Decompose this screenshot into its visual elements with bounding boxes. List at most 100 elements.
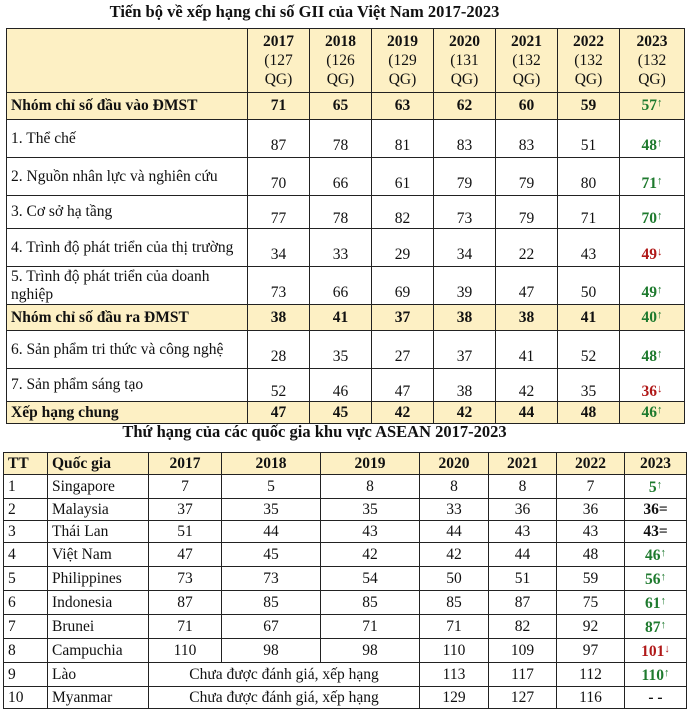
rank-cell: 38 (433, 304, 496, 331)
rank-cell: 38 (247, 304, 310, 331)
rank-cell: 92 (556, 614, 625, 639)
rank-2023-cell: 46↑ (624, 542, 687, 567)
rank-cell: 71 (320, 614, 420, 639)
rank-cell: 75 (556, 590, 625, 615)
rank-2023-value: 36 (641, 383, 658, 400)
arrow-down-icon: ↓ (657, 245, 663, 258)
country-name: Myanmar (47, 686, 149, 709)
indicator-row: 5. Trình độ phát triển của doanh nghiệp 7… (6, 266, 685, 305)
rank-cell: 51 (488, 566, 557, 591)
rank-cell: 44 (221, 520, 321, 543)
arrow-down-icon: ↓ (664, 643, 670, 655)
rank-cell: 81 (371, 119, 434, 158)
row-index: 4 (3, 542, 48, 567)
rank-cell: 45 (309, 401, 372, 424)
rank-cell: 37 (148, 498, 222, 521)
indicator-label: 4. Trình độ phát triển của thị trường (6, 228, 248, 267)
rank-cell: 42 (320, 542, 420, 567)
country-name: Việt Nam (47, 542, 149, 567)
rank-cell: 73 (148, 566, 222, 591)
rank-cell: 22 (495, 228, 558, 267)
not-ranked-note: Chưa được đánh giá, xếp hạng (148, 686, 420, 709)
indicator-label: 5. Trình độ phát triển của doanh nghiệp (6, 266, 248, 305)
country-name: Campuchia (47, 638, 149, 663)
row-index: 2 (3, 498, 48, 521)
country-name: Singapore (47, 474, 149, 499)
country-count: (126 (326, 52, 355, 69)
year-label: 2023 (636, 33, 668, 50)
year-header-cell: 2021 (132 QG) (495, 28, 558, 93)
arrow-up-icon: ↑ (657, 347, 663, 360)
rank-cell: 129 (419, 686, 489, 709)
rank-2023-cell: 5↑ (624, 474, 687, 499)
rank-cell: 59 (556, 566, 625, 591)
country-name: Brunei (47, 614, 149, 639)
country-row: 1 Singapore 7 5 8 8 8 7 5↑ (3, 474, 687, 499)
rank-cell: 112 (556, 662, 625, 687)
rank-cell: 77 (247, 195, 310, 229)
arrow-up-icon: ↑ (657, 283, 663, 296)
column-header: TT (3, 452, 48, 475)
arrow-up-icon: ↑ (660, 595, 667, 607)
rank-2023-value: 46 (641, 403, 658, 421)
arrow-up-icon: ↑ (657, 308, 663, 321)
arrow-up-icon: ↑ (660, 547, 667, 559)
rank-cell: 8 (419, 474, 489, 499)
rank-cell: 87 (247, 119, 310, 158)
table2-title: Thứ hạng của các quốc gia khu vực ASEAN … (122, 422, 507, 441)
rank-cell: 5 (221, 474, 321, 499)
rank-cell: 65 (309, 92, 372, 120)
rank-cell: 85 (320, 590, 420, 615)
column-header: 2021 (488, 452, 557, 475)
rank-cell: 71 (419, 614, 489, 639)
country-row: 9 Lào Chưa được đánh giá, xếp hạng 113 117 11… (3, 662, 687, 687)
country-unit: QG) (638, 71, 666, 88)
rank-cell: 78 (309, 195, 372, 229)
rank-2023-value: 61 (645, 595, 661, 612)
rank-cell: 63 (371, 92, 434, 120)
rank-cell: 110 (148, 638, 222, 663)
rank-cell: 42 (419, 542, 489, 567)
country-row: 3 Thái Lan 51 44 43 44 43 43 43= (3, 520, 687, 543)
indicator-label: Xếp hạng chung (6, 401, 248, 424)
year-label: 2022 (573, 33, 604, 50)
rank-cell: 62 (433, 92, 496, 120)
rank-2023-cell: 49↑ (619, 266, 685, 305)
rank-2023-cell: 110↑ (624, 662, 687, 687)
rank-2023-cell: 36= (624, 498, 687, 521)
arrow-up-icon: ↑ (657, 136, 663, 149)
rank-cell: 48 (556, 542, 625, 567)
rank-cell: 7 (148, 474, 222, 499)
country-unit: QG) (326, 71, 355, 88)
indicator-label: 3. Cơ sở hạ tầng (6, 195, 248, 229)
table1-header-row: 2017 (127 QG) 2018 (126 QG) 2019 (129 QG) 2020 (13… (6, 28, 685, 93)
rank-cell: 52 (247, 368, 310, 402)
column-header: 2017 (148, 452, 222, 475)
rank-cell: 83 (433, 119, 496, 158)
country-count: (132 (574, 52, 603, 69)
rank-cell: 60 (495, 92, 558, 120)
year-header-cell: 2018 (126 QG) (309, 28, 372, 93)
rank-cell: 79 (495, 195, 558, 229)
row-index: 6 (3, 590, 48, 615)
rank-2023-cell: 61↑ (624, 590, 687, 615)
rank-cell: 27 (371, 330, 434, 369)
country-row: 2 Malaysia 37 35 35 33 36 36 36= (3, 498, 687, 521)
rank-cell: 45 (221, 542, 321, 567)
country-row: 7 Brunei 71 67 71 71 82 92 87↑ (3, 614, 687, 639)
table2-header-row: TT Quốc gia 2017 2018 2019 2020 2021 2022 2023 (3, 452, 687, 475)
year-header-cell: 2017 (127 QG) (247, 28, 310, 93)
rank-cell: 66 (309, 157, 372, 196)
rank-cell: 42 (433, 401, 496, 424)
column-header: 2023 (624, 452, 687, 475)
rank-2023-value: 48 (641, 136, 658, 154)
rank-cell: 33 (309, 228, 372, 267)
rank-cell: 82 (488, 614, 557, 639)
rank-2023-cell: 43= (624, 520, 687, 543)
country-count: (131 (450, 52, 479, 69)
rank-2023-cell: - - (624, 686, 687, 709)
rank-cell: 116 (556, 686, 625, 709)
rank-cell: 41 (557, 304, 620, 331)
country-row: 5 Philippines 73 73 54 50 51 59 56↑ (3, 566, 687, 591)
country-unit: QG) (574, 71, 603, 88)
